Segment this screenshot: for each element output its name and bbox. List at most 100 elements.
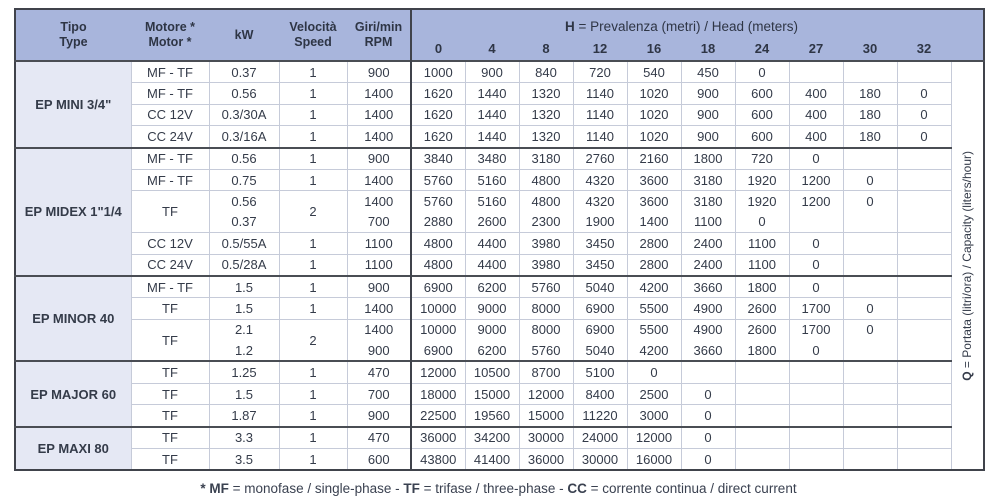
cell-q-value: 720 xyxy=(734,146,790,170)
cell-q-value: 4800 xyxy=(410,232,466,255)
cell-q-value: 1100 xyxy=(734,232,790,255)
cell-q-value: 1200 xyxy=(788,190,844,212)
cell-q-value xyxy=(788,425,844,450)
cell-q-value: 1800 xyxy=(734,274,790,299)
cell-q-value: 36000 xyxy=(518,448,574,471)
cell-q-value xyxy=(896,190,952,212)
cell-motor: MF - TF xyxy=(130,60,210,84)
cell-q-value xyxy=(734,448,790,471)
cell-q-value: 12000 xyxy=(626,425,682,450)
q-symbol: Q xyxy=(960,371,975,381)
cell-speed: 1 xyxy=(278,60,348,84)
cell-q-value: 1020 xyxy=(626,125,682,149)
cell-kw: 0.37 xyxy=(208,211,280,234)
cell-q-value: 1440 xyxy=(464,82,520,105)
cell-q-value: 0 xyxy=(842,190,898,212)
head-value-0: 0 xyxy=(410,36,465,61)
header-line: RPM xyxy=(364,35,393,49)
cell-rpm: 900 xyxy=(346,404,412,428)
header-line: Type xyxy=(59,35,88,49)
cell-q-value: 5500 xyxy=(626,318,682,341)
cell-q-value: 1700 xyxy=(788,297,844,320)
cell-q-value: 43800 xyxy=(410,448,466,471)
cell-q-value: 6900 xyxy=(410,274,466,299)
cell-q-value: 2300 xyxy=(518,211,574,234)
column-header-rpm: Giri/min RPM xyxy=(347,9,411,61)
cell-q-value: 36000 xyxy=(410,425,466,450)
cell-speed: 1 xyxy=(278,232,348,255)
cell-q-value: 18000 xyxy=(410,382,466,406)
cell-q-value: 1020 xyxy=(626,82,682,105)
cell-q-value xyxy=(896,297,952,320)
cell-q-value: 400 xyxy=(788,125,844,149)
cell-q-value: 2800 xyxy=(626,253,682,277)
cell-speed: 1 xyxy=(278,404,348,428)
cell-q-value xyxy=(896,60,952,84)
cell-q-value xyxy=(896,425,952,450)
cell-rpm: 900 xyxy=(346,274,412,299)
cell-q-value xyxy=(788,382,844,406)
cell-q-value: 3980 xyxy=(518,253,574,277)
cell-q-value: 34200 xyxy=(464,425,520,450)
cell-rpm: 1400 xyxy=(346,82,412,105)
table-body: EP MINI 3/4" MF - TF 0.37 1 900 1000 900 840 720… xyxy=(14,59,985,471)
cell-q-value: 1620 xyxy=(410,125,466,149)
cell-q-value: 6200 xyxy=(464,274,520,299)
cell-q-value: 900 xyxy=(680,103,736,127)
cell-motor: MF - TF xyxy=(130,146,210,170)
cell-q-value: 11220 xyxy=(572,404,628,428)
cell-q-value: 0 xyxy=(788,274,844,299)
cell-q-value: 0 xyxy=(896,82,952,105)
cell-q-value: 5760 xyxy=(518,274,574,299)
head-value-4: 4 xyxy=(465,36,519,61)
cell-q-value: 540 xyxy=(626,60,682,84)
cell-q-value xyxy=(896,232,952,255)
table-row: CC 12V 0.5/55A 1 1100 4800 4400 3980 3450 2800 24… xyxy=(15,232,984,255)
head-value-8: 8 xyxy=(519,36,573,61)
cell-q-value: 0 xyxy=(680,425,736,450)
cell-speed: 1 xyxy=(278,297,348,320)
cell-q-value: 3180 xyxy=(680,190,736,212)
cell-q-value xyxy=(896,404,952,428)
table-row: MF - TF 0.56 1 1400 1620 1440 1320 1140 1020 900 6… xyxy=(15,82,984,105)
cell-q-value: 840 xyxy=(518,60,574,84)
cell-q-value: 1400 xyxy=(626,211,682,234)
cell-q-value: 720 xyxy=(572,60,628,84)
table-row: CC 24V 0.5/28A 1 1100 4800 4400 3980 3450 2800 24… xyxy=(15,253,984,277)
table-row: 0.37 700 2880 2600 2300 1900 1400 1100 0 xyxy=(15,211,984,234)
cell-kw: 1.25 xyxy=(208,360,280,384)
cell-q-value: 24000 xyxy=(572,425,628,450)
cell-q-value: 3600 xyxy=(626,190,682,212)
cell-rpm: 900 xyxy=(346,146,412,170)
cell-q-value: 0 xyxy=(734,211,790,234)
cell-q-value xyxy=(788,404,844,428)
cell-q-value: 0 xyxy=(896,125,952,149)
cell-q-value xyxy=(896,448,952,471)
cell-q-value xyxy=(788,60,844,84)
cell-motor: MF - TF xyxy=(130,274,210,299)
cell-q-value: 10000 xyxy=(410,297,466,320)
cell-q-value: 180 xyxy=(842,82,898,105)
cell-q-value: 5760 xyxy=(410,168,466,192)
pump-performance-table: Tipo Type Motore * Motor * kW Velocità S… xyxy=(14,8,986,472)
h-title-text: = Prevalenza (metri) / Head (meters) xyxy=(574,19,798,34)
table-row: EP MINOR 40 MF - TF 1.5 1 900 6900 6200 5760 504… xyxy=(14,274,984,362)
cell-q-value: 2880 xyxy=(410,211,466,234)
cell-kw: 0.56 xyxy=(208,190,280,212)
cell-q-value: 0 xyxy=(680,448,736,471)
cell-kw: 1.5 xyxy=(208,382,280,406)
head-value-24: 24 xyxy=(735,36,789,61)
cell-motor: TF xyxy=(130,360,210,384)
cell-q-value: 6900 xyxy=(572,318,628,341)
header-line: Giri/min xyxy=(354,20,403,35)
cell-q-value: 5160 xyxy=(464,190,520,212)
cell-q-value: 180 xyxy=(842,103,898,127)
header-line: Motor * xyxy=(148,35,192,49)
cell-q-value: 4800 xyxy=(518,168,574,192)
head-value-27: 27 xyxy=(789,36,843,61)
cell-q-value: 3450 xyxy=(572,253,628,277)
cell-speed: 1 xyxy=(278,168,348,192)
cell-q-value: 19560 xyxy=(464,404,520,428)
cell-q-value: 1920 xyxy=(734,190,790,212)
cell-q-value: 5040 xyxy=(572,274,628,299)
